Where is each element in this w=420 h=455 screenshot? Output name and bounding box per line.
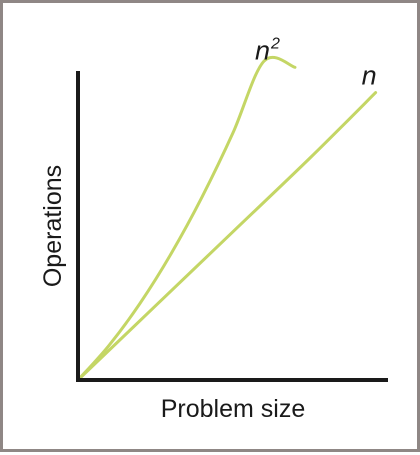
- y-axis-title: Operations: [39, 165, 67, 287]
- x-axis-title: Problem size: [161, 395, 306, 423]
- series-label-base: n: [255, 35, 270, 65]
- series-label-base: n: [362, 61, 377, 91]
- chart-svg: Problem size Operations nn2: [39, 35, 388, 423]
- series-line-n2: [76, 55, 297, 382]
- series-label-layer: nn2: [255, 35, 377, 90]
- series-line-n: [76, 91, 378, 382]
- series-label-n: n: [362, 61, 377, 91]
- series-layer: [76, 55, 378, 382]
- series-label-superscript: 2: [270, 35, 280, 52]
- series-label-n2: n2: [255, 35, 280, 65]
